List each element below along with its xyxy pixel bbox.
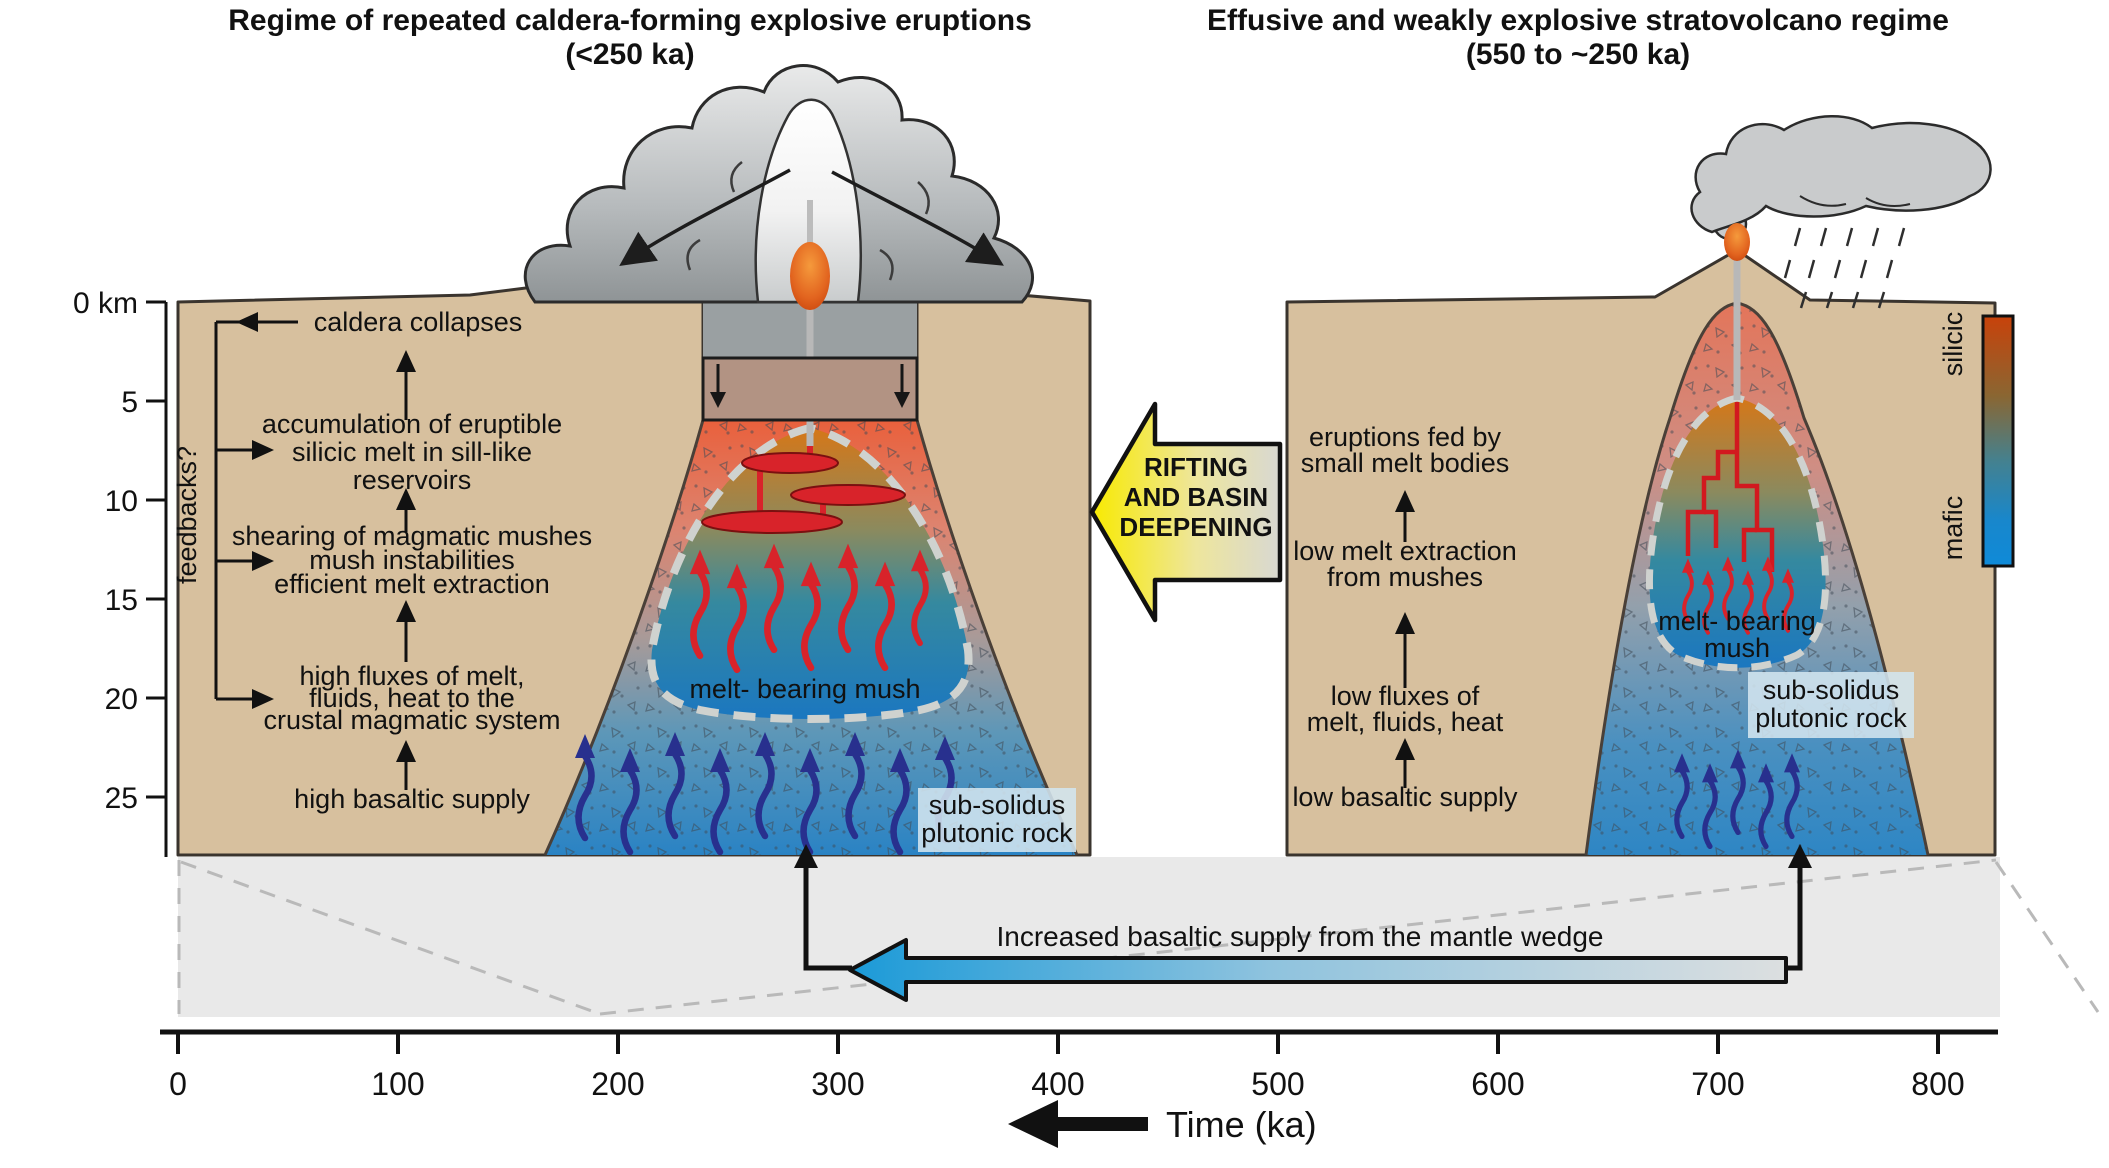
- sill-reservoirs: [701, 440, 906, 534]
- depth-axis: [146, 300, 168, 857]
- depth-tick-25: 25: [105, 782, 138, 815]
- colorbar-silicic-label: silicic: [1938, 312, 1968, 377]
- caldera-block: [701, 356, 919, 422]
- step-accumulation-line2: silicic melt in sill-like: [292, 437, 532, 467]
- step-low-basaltic-supply: low basaltic supply: [1292, 782, 1518, 812]
- supply-arrow-label: Increased basaltic supply from the mantl…: [997, 921, 1604, 952]
- time-axis-label: Time (ka): [1166, 1104, 1317, 1145]
- time-direction-arrow: [1008, 1100, 1148, 1148]
- left-subsolidus-line1: sub-solidus: [929, 790, 1066, 820]
- rifting-line3: DEEPENING: [1119, 512, 1272, 542]
- right-vent-glow: [1724, 223, 1750, 261]
- right-subsolidus-line2: plutonic rock: [1755, 703, 1907, 733]
- up-arrow-1: [396, 350, 416, 420]
- time-tick-600: 600: [1471, 1066, 1524, 1102]
- depth-axis-labels: 0 km 5 10 15 20 25: [73, 287, 138, 815]
- basement-band: [177, 857, 2100, 1017]
- up-arrow-3: [396, 600, 416, 662]
- up-arrow-r1: [1395, 490, 1415, 542]
- left-subsolidus-line2: plutonic rock: [921, 818, 1073, 848]
- right-annotation-column: eruptions fed by small melt bodies low m…: [1292, 422, 1518, 812]
- left-title-line2: (<250 ka): [565, 38, 694, 71]
- dike-network: [1685, 402, 1775, 572]
- step-highfluxes-line2: fluids, heat to the: [309, 683, 515, 713]
- step-highfluxes-line3: crustal magmatic system: [263, 705, 560, 735]
- rifting-line1: RIFTING: [1144, 452, 1248, 482]
- step-shearing-line3: efficient melt extraction: [274, 569, 550, 599]
- depth-tick-5: 5: [121, 386, 138, 419]
- colorbar-mafic-label: mafic: [1938, 496, 1968, 561]
- time-axis: 0 100 200 300 400 500 600 700 800 Time (…: [160, 1029, 1998, 1148]
- step-highfluxes-line1: high fluxes of melt,: [299, 661, 524, 691]
- feedbacks-label: feedbacks?: [172, 446, 202, 584]
- time-tick-200: 200: [591, 1066, 644, 1102]
- depth-tick-10: 10: [105, 485, 138, 518]
- step-eruptions-line1: eruptions fed by: [1309, 422, 1502, 452]
- left-mush-label: melt- bearing mush: [689, 674, 920, 704]
- right-subsolidus-line1: sub-solidus: [1763, 675, 1900, 705]
- right-elbow-arrow: [1786, 844, 1812, 971]
- right-mush-line1: melt- bearing: [1658, 606, 1816, 636]
- left-subsolidus-box: [918, 788, 1076, 852]
- rifting-line2: AND BASIN: [1124, 482, 1268, 512]
- up-arrow-r3: [1395, 738, 1415, 788]
- step-shearing-line1: shearing of magmatic mushes: [232, 521, 592, 551]
- step-eruptions-line2: small melt bodies: [1301, 448, 1510, 478]
- ash-fall: [1783, 227, 1906, 309]
- time-tick-500: 500: [1251, 1066, 1304, 1102]
- basaltic-supply-arrow: Increased basaltic supply from the mantl…: [794, 844, 1812, 1002]
- cloud-curls: [686, 161, 930, 281]
- time-tick-400: 400: [1031, 1066, 1084, 1102]
- eruption-cloud: [523, 64, 1034, 310]
- up-arrow-4: [396, 740, 416, 790]
- rifting-arrow: RIFTING AND BASIN DEEPENING: [1089, 401, 1283, 623]
- right-title-line2: (550 to ~250 ka): [1466, 38, 1690, 71]
- time-tick-300: 300: [811, 1066, 864, 1102]
- step-shearing-line2: mush instabilities: [309, 545, 515, 575]
- time-axis-ticks: [176, 1032, 1940, 1054]
- depth-tick-15: 15: [105, 584, 138, 617]
- left-annotation-column: feedbacks? caldera collapses accumulatio…: [172, 307, 592, 814]
- step-high-basaltic-supply: high basaltic supply: [294, 784, 530, 814]
- step-accumulation-line1: accumulation of eruptible: [262, 409, 562, 439]
- up-arrow-r2: [1395, 612, 1415, 688]
- right-mush-line2: mush: [1704, 633, 1770, 663]
- step-lowmelt-line1: low melt extraction: [1293, 536, 1517, 566]
- step-lowfluxes-line2: melt, fluids, heat: [1307, 707, 1504, 737]
- composition-colorbar: silicic mafic: [1938, 312, 2015, 568]
- step-lowfluxes-line1: low fluxes of: [1331, 681, 1480, 711]
- basin-wedge-dashed-lines: [177, 858, 2100, 1016]
- depth-tick-0: 0 km: [73, 287, 138, 320]
- right-subsolidus-box: [1748, 672, 1914, 738]
- titles: Regime of repeated caldera-forming explo…: [228, 4, 1949, 71]
- depth-tick-20: 20: [105, 683, 138, 716]
- time-tick-100: 100: [371, 1066, 424, 1102]
- vent-glow: [790, 242, 830, 310]
- feedback-bracket: [214, 312, 298, 709]
- cloud-detail: [1799, 195, 1911, 207]
- step-lowmelt-line2: from mushes: [1327, 562, 1483, 592]
- right-panel: silicic mafic melt- bearing mush sub-sol…: [1285, 115, 2015, 857]
- step-caldera-collapses: caldera collapses: [314, 307, 523, 337]
- stratovolcano-plume: [1690, 115, 1992, 309]
- pyroclastic-flow-arrows: [619, 168, 1004, 266]
- time-tick-700: 700: [1691, 1066, 1744, 1102]
- up-arrow-2: [396, 488, 416, 532]
- left-title-line1: Regime of repeated caldera-forming explo…: [228, 4, 1032, 37]
- right-title-line1: Effusive and weakly explosive stratovolc…: [1207, 4, 1949, 37]
- right-mush-dome: [1645, 394, 1830, 672]
- left-elbow-arrow: [794, 844, 852, 971]
- time-tick-800: 800: [1911, 1066, 1964, 1102]
- step-accumulation-line3: reservoirs: [353, 465, 472, 495]
- time-tick-0: 0: [169, 1066, 187, 1102]
